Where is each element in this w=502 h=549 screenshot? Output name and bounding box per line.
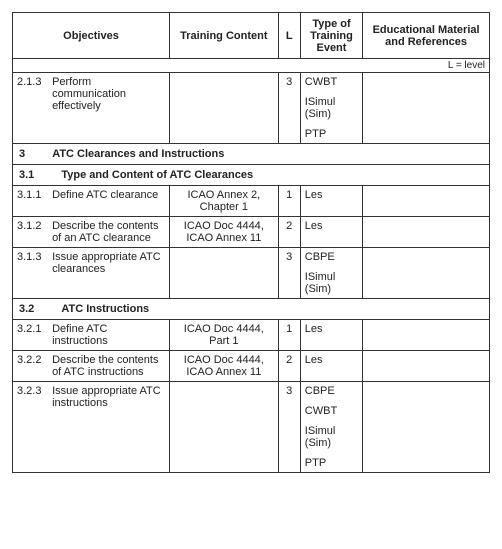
cell-type: Les bbox=[300, 217, 362, 248]
cell-references bbox=[363, 351, 490, 382]
objective-text: Describe the contents of an ATC clearanc… bbox=[50, 220, 164, 244]
cell-references bbox=[363, 217, 490, 248]
cell-type: Les bbox=[300, 320, 362, 351]
cell-objective: 3.2.3 Issue appropriate ATC instructions bbox=[13, 382, 170, 473]
row-311: 3.1.1 Define ATC clearance ICAO Annex 2,… bbox=[13, 186, 490, 217]
cell-objective: 3.1.1 Define ATC clearance bbox=[13, 186, 170, 217]
objective-text: Perform communication effectively bbox=[50, 76, 164, 112]
legend-row: L = level bbox=[13, 59, 490, 73]
type-item: PTP bbox=[305, 128, 358, 140]
cell-references bbox=[363, 186, 490, 217]
objective-number: 3.2.3 bbox=[17, 385, 47, 397]
cell-training-content: ICAO Doc 4444, ICAO Annex 11 bbox=[169, 351, 278, 382]
objective-number: 3.1.2 bbox=[17, 220, 47, 232]
section-header-cell: 3.2 ATC Instructions bbox=[13, 299, 490, 320]
type-item: CWBT bbox=[305, 405, 358, 417]
cell-level: 3 bbox=[278, 73, 300, 144]
cell-objective: 3.2.1 Define ATC instructions bbox=[13, 320, 170, 351]
type-item: ISimul (Sim) bbox=[305, 271, 358, 295]
objective-number: 3.1.1 bbox=[17, 189, 47, 201]
section-3: 3 ATC Clearances and Instructions bbox=[13, 144, 490, 165]
section-title: Type and Content of ATC Clearances bbox=[37, 169, 253, 181]
cell-type: Les bbox=[300, 186, 362, 217]
section-title: ATC Instructions bbox=[37, 303, 149, 315]
cell-level: 2 bbox=[278, 217, 300, 248]
objective-number: 3.2.2 bbox=[17, 354, 47, 366]
cell-references bbox=[363, 73, 490, 144]
header-objectives: Objectives bbox=[13, 13, 170, 59]
type-item: ISimul (Sim) bbox=[305, 96, 358, 120]
section-32: 3.2 ATC Instructions bbox=[13, 299, 490, 320]
cell-objective: 3.1.2 Describe the contents of an ATC cl… bbox=[13, 217, 170, 248]
cell-type: CBPE CWBT ISimul (Sim) PTP bbox=[300, 382, 362, 473]
cell-training-content: ICAO Doc 4444, Part 1 bbox=[169, 320, 278, 351]
cell-type: Les bbox=[300, 351, 362, 382]
cell-level: 3 bbox=[278, 382, 300, 473]
section-number: 3.1 bbox=[19, 169, 34, 181]
header-level: L bbox=[278, 13, 300, 59]
cell-training-content: ICAO Annex 2, Chapter 1 bbox=[169, 186, 278, 217]
header-type-event: Type of Training Event bbox=[300, 13, 362, 59]
objective-number: 2.1.3 bbox=[17, 76, 47, 88]
section-31: 3.1 Type and Content of ATC Clearances bbox=[13, 165, 490, 186]
section-title: ATC Clearances and Instructions bbox=[28, 148, 224, 160]
cell-level: 1 bbox=[278, 186, 300, 217]
cell-references bbox=[363, 248, 490, 299]
objective-text: Issue appropriate ATC instructions bbox=[50, 385, 164, 409]
objective-text: Describe the contents of ATC instruction… bbox=[50, 354, 164, 378]
objective-text: Define ATC instructions bbox=[50, 323, 164, 347]
cell-training-content bbox=[169, 382, 278, 473]
cell-objective: 3.2.2 Describe the contents of ATC instr… bbox=[13, 351, 170, 382]
cell-references bbox=[363, 382, 490, 473]
row-213: 2.1.3 Perform communication effectively … bbox=[13, 73, 490, 144]
type-item: CBPE bbox=[305, 251, 358, 263]
cell-type: CWBT ISimul (Sim) PTP bbox=[300, 73, 362, 144]
section-header-cell: 3 ATC Clearances and Instructions bbox=[13, 144, 490, 165]
header-references: Educational Material and References bbox=[363, 13, 490, 59]
cell-level: 3 bbox=[278, 248, 300, 299]
section-number: 3.2 bbox=[19, 303, 34, 315]
cell-training-content: ICAO Doc 4444, ICAO Annex 11 bbox=[169, 217, 278, 248]
cell-training-content bbox=[169, 248, 278, 299]
row-323: 3.2.3 Issue appropriate ATC instructions… bbox=[13, 382, 490, 473]
section-header-cell: 3.1 Type and Content of ATC Clearances bbox=[13, 165, 490, 186]
objective-number: 3.1.3 bbox=[17, 251, 47, 263]
cell-objective: 2.1.3 Perform communication effectively bbox=[13, 73, 170, 144]
type-item: ISimul (Sim) bbox=[305, 425, 358, 449]
section-number: 3 bbox=[19, 148, 25, 160]
type-item: PTP bbox=[305, 457, 358, 469]
row-312: 3.1.2 Describe the contents of an ATC cl… bbox=[13, 217, 490, 248]
cell-references bbox=[363, 320, 490, 351]
header-row: Objectives Training Content L Type of Tr… bbox=[13, 13, 490, 59]
training-table: Objectives Training Content L Type of Tr… bbox=[12, 12, 490, 473]
legend-text: L = level bbox=[13, 59, 490, 73]
type-item: CBPE bbox=[305, 385, 358, 397]
cell-objective: 3.1.3 Issue appropriate ATC clearances bbox=[13, 248, 170, 299]
row-321: 3.2.1 Define ATC instructions ICAO Doc 4… bbox=[13, 320, 490, 351]
objective-text: Define ATC clearance bbox=[50, 189, 164, 201]
objective-number: 3.2.1 bbox=[17, 323, 47, 335]
cell-level: 1 bbox=[278, 320, 300, 351]
cell-type: CBPE ISimul (Sim) bbox=[300, 248, 362, 299]
cell-training-content bbox=[169, 73, 278, 144]
row-313: 3.1.3 Issue appropriate ATC clearances 3… bbox=[13, 248, 490, 299]
objective-text: Issue appropriate ATC clearances bbox=[50, 251, 164, 275]
header-training-content: Training Content bbox=[169, 13, 278, 59]
row-322: 3.2.2 Describe the contents of ATC instr… bbox=[13, 351, 490, 382]
cell-level: 2 bbox=[278, 351, 300, 382]
type-item: CWBT bbox=[305, 76, 358, 88]
